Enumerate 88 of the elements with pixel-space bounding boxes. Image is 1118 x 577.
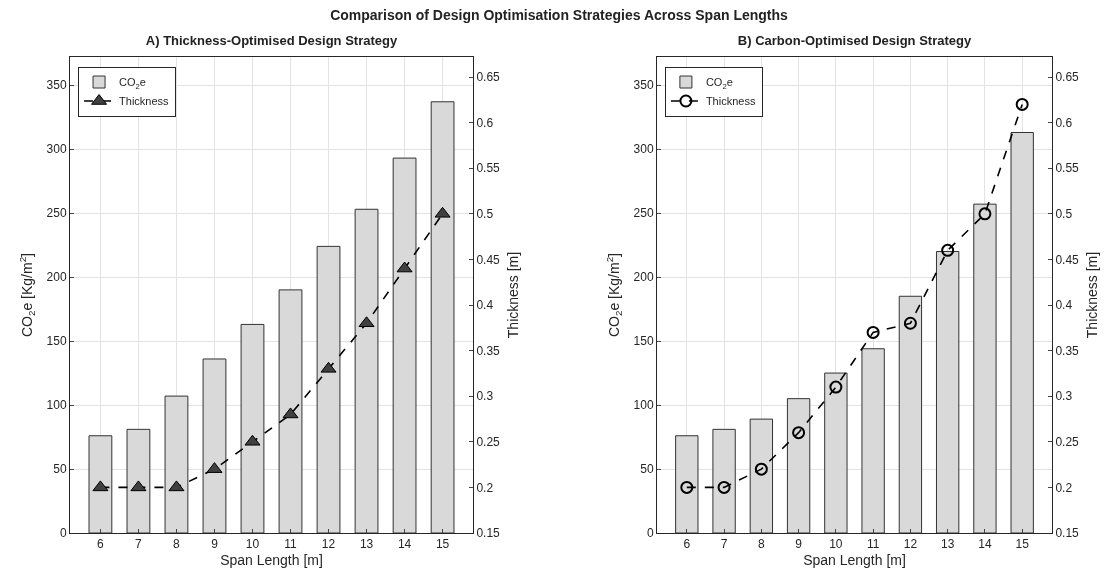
x-tick-label: 8 [758,537,765,552]
y-tick-label: 250 [633,206,654,221]
x-tick-label: 11 [284,537,298,552]
legend-label: Thickness [119,95,170,108]
x-axis-title: Span Length [m] [220,551,323,568]
text: Comparison of Design Optimisation Strategies Across Span Lengths [329,6,789,25]
y-tick-label: 100 [46,398,67,413]
y-tick-label: 200 [633,270,654,285]
y2-tick-label: 0.2 [476,480,494,495]
legend-label: CO$_{2}$e [119,76,146,91]
y2-tick-label: 0.5 [1055,207,1073,222]
y2-tick-label: 0.25 [476,435,501,450]
point [130,480,147,492]
y2-tick-label: 0.3 [1055,389,1073,404]
y-tick-label: 50 [640,462,654,477]
point [978,207,992,221]
y2-tick-label: 0.2 [1055,480,1073,495]
point [168,480,185,492]
y-tick-label: 350 [46,78,67,93]
x-tick-label: 7 [135,537,143,552]
y2-tick-label: 0.55 [476,161,501,176]
y-tick-label: 350 [633,78,654,93]
point [866,325,880,339]
x-tick-label: 6 [683,537,691,552]
y-tick-label: 150 [633,334,654,349]
y-tick-label: 0 [59,526,67,541]
y2-tick-label: 0.55 [1055,161,1080,176]
x-tick-label: 9 [795,537,803,552]
point [320,361,337,373]
point [1015,97,1029,111]
point [754,462,768,476]
point [396,261,413,273]
chart-title: B) Carbon-Optimised Design Strategy [737,33,972,49]
y2-tick-label: 0.6 [1055,115,1073,130]
y-tick-label: 0 [646,526,654,541]
x-tick-label: 13 [359,537,374,552]
point [434,206,451,218]
y2-tick-label: 0.5 [476,207,494,222]
y2-tick-label: 0.35 [476,343,501,358]
point [92,480,109,492]
y-tick-label: 50 [53,462,67,477]
y2-axis-title: Thickness [m] [505,251,521,339]
y-tick-label: 250 [46,206,67,221]
y-tick-label: 300 [633,142,654,157]
point [717,480,731,494]
y-tick-label: 200 [46,270,67,285]
point [282,407,299,419]
y2-tick-label: 0.3 [476,389,494,404]
x-tick-label: 6 [97,537,105,552]
x-tick-label: 9 [211,537,219,552]
x-tick-label: 15 [1015,537,1030,552]
point [680,480,694,494]
y2-tick-label: 0.65 [476,70,501,85]
y2-tick-label: 0.25 [1055,435,1080,450]
x-tick-label: 7 [720,537,728,552]
y-tick-label: 300 [46,142,67,157]
y-tick-label: 150 [46,334,67,349]
point [358,316,375,328]
x-tick-label: 8 [173,537,181,552]
y-tick-label: 100 [633,398,654,413]
y2-tick-label: 0.15 [476,526,501,541]
x-tick-label: 15 [435,537,450,552]
y2-tick-label: 0.4 [1055,298,1073,313]
y2-tick-label: 0.45 [476,252,501,267]
x-tick-label: 14 [397,537,412,552]
point [792,426,806,440]
legend-label: Thickness [705,95,756,108]
y2-tick-label: 0.15 [1055,526,1080,541]
x-tick-label: 12 [903,537,918,552]
y2-tick-label: 0.35 [1055,343,1080,358]
x-tick-label: 13 [940,537,955,552]
x-tick-label: 14 [978,537,992,552]
x-tick-label: 10 [829,537,843,552]
point [244,434,261,446]
point [903,316,917,330]
x-tick-label: 11 [866,537,880,552]
y2-tick-label: 0.45 [1055,252,1080,267]
point [829,380,843,394]
point [941,243,955,257]
x-tick-label: 12 [321,537,336,552]
legend-label: CO$_{2}$e [705,76,733,91]
x-tick-label: 10 [245,537,260,552]
y2-tick-label: 0.4 [476,298,494,313]
chart-title: A) Thickness-Optimised Design Strategy [145,33,398,49]
y2-tick-label: 0.6 [476,115,494,130]
y2-axis-title: Thickness [m] [1084,251,1100,339]
x-axis-title: Span Length [m] [803,551,906,568]
y2-tick-label: 0.65 [1055,70,1080,85]
